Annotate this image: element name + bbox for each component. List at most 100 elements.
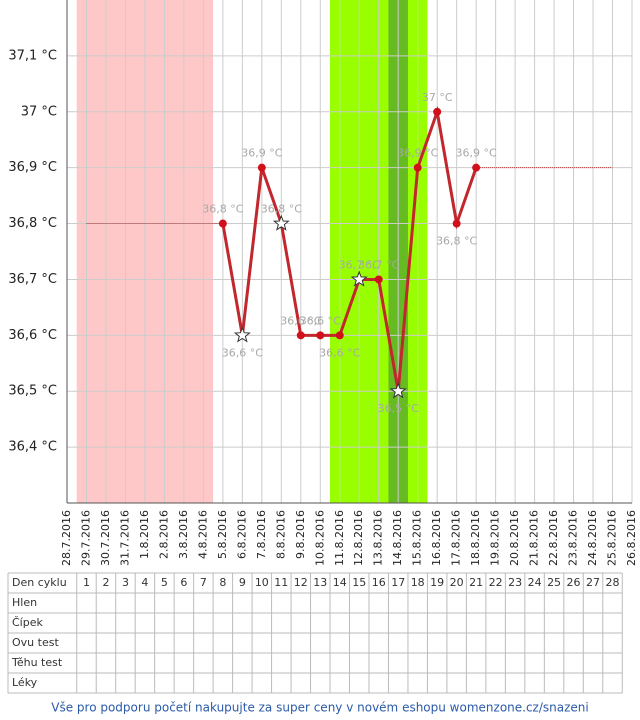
point: [218, 219, 227, 228]
cycle-day: 3: [122, 576, 129, 589]
cycle-day: 20: [450, 576, 464, 589]
x-tick-label: 28.7.2016: [60, 510, 73, 566]
x-tick-label: 22.8.2016: [547, 510, 560, 566]
value-label: 36,8 °C: [261, 203, 302, 216]
x-tick-label: 18.8.2016: [469, 510, 482, 566]
y-tick-label: 36,7 °C: [8, 272, 57, 287]
cycle-day: 23: [508, 576, 522, 589]
table-row-label: Léky: [12, 676, 38, 689]
x-tick-label: 8.8.2016: [274, 510, 287, 559]
point: [472, 163, 481, 172]
x-tick-label: 6.8.2016: [235, 510, 248, 559]
point: [316, 331, 325, 340]
cycle-day: 18: [411, 576, 425, 589]
cycle-day: 25: [547, 576, 561, 589]
value-label: 36,6 °C: [280, 314, 321, 327]
cycle-day: 21: [469, 576, 483, 589]
cycle-day: 22: [489, 576, 503, 589]
point: [257, 163, 266, 172]
cycle-day: 9: [239, 576, 246, 589]
x-tick-label: 3.8.2016: [177, 510, 190, 559]
value-label: 36,8 °C: [436, 235, 477, 248]
x-tick-label: 24.8.2016: [586, 510, 599, 566]
x-tick-label: 15.8.2016: [411, 510, 424, 566]
x-tick-label: 4.8.2016: [196, 510, 209, 559]
point: [433, 107, 442, 116]
star-point: [350, 270, 368, 287]
point: [413, 163, 422, 172]
table-row-label: Hlen: [12, 596, 37, 609]
x-tick-label: 20.8.2016: [508, 510, 521, 566]
star-point: [389, 382, 407, 399]
y-tick-label: 36,8 °C: [8, 216, 57, 231]
value-label: 37 °C: [422, 91, 453, 104]
x-tick-label: 13.8.2016: [372, 510, 385, 566]
table-row-label: Čípek: [12, 616, 43, 629]
x-tick-label: 19.8.2016: [489, 510, 502, 566]
value-label: 36,6 °C: [222, 346, 263, 359]
cycle-day: 19: [430, 576, 444, 589]
cycle-day: 8: [219, 576, 226, 589]
x-tick-label: 1.8.2016: [138, 510, 151, 559]
x-tick-label: 23.8.2016: [567, 510, 580, 566]
x-tick-label: 25.8.2016: [606, 510, 619, 566]
star-point: [272, 214, 290, 231]
value-label: 36,6 °C: [319, 346, 360, 359]
table-row-label: Těhu test: [11, 656, 63, 669]
x-tick-label: 11.8.2016: [333, 510, 346, 566]
x-tick-label: 7.8.2016: [255, 510, 268, 559]
value-label: 36,7 °C: [358, 258, 399, 271]
x-tick-label: 31.7.2016: [118, 510, 131, 566]
value-label: 36,7 °C: [339, 258, 380, 271]
x-tick-label: 21.8.2016: [528, 510, 541, 566]
cycle-day: 24: [528, 576, 542, 589]
cycle-day: 7: [200, 576, 207, 589]
x-tick-label: 30.7.2016: [99, 510, 112, 566]
cycle-day: 5: [161, 576, 168, 589]
point: [452, 219, 461, 228]
value-label: 36,8 °C: [202, 203, 243, 216]
y-tick-label: 36,5 °C: [8, 384, 57, 399]
value-label: 36,9 °C: [241, 147, 282, 160]
value-label: 36,9 °C: [397, 147, 438, 160]
value-label: 36,9 °C: [456, 147, 497, 160]
cycle-day: 4: [141, 576, 148, 589]
x-tick-label: 14.8.2016: [391, 510, 404, 566]
point: [335, 331, 344, 340]
footer-link[interactable]: Vše pro podporu početí nakupujte za supe…: [51, 701, 588, 715]
point: [374, 275, 383, 284]
x-tick-label: 2.8.2016: [157, 510, 170, 559]
cycle-day: 1: [83, 576, 90, 589]
cycle-day: 15: [352, 576, 366, 589]
cycle-day: 26: [567, 576, 581, 589]
cycle-day: 6: [180, 576, 187, 589]
cycle-day: 12: [294, 576, 308, 589]
star-point: [233, 326, 251, 343]
cycle-day: 17: [391, 576, 405, 589]
point: [296, 331, 305, 340]
x-tick-label: 17.8.2016: [450, 510, 463, 566]
y-tick-label: 37,1 °C: [8, 48, 57, 63]
x-tick-label: 9.8.2016: [294, 510, 307, 559]
y-tick-label: 36,9 °C: [8, 160, 57, 175]
cycle-day: 2: [102, 576, 109, 589]
table-header: Den cyklu: [12, 576, 67, 589]
x-tick-label: 26.8.2016: [625, 510, 638, 566]
series-line: [221, 105, 478, 392]
x-tick-label: 16.8.2016: [430, 510, 443, 566]
x-tick-label: 10.8.2016: [313, 510, 326, 566]
cycle-day: 16: [372, 576, 386, 589]
cycle-day: 14: [333, 576, 347, 589]
x-tick-label: 5.8.2016: [216, 510, 229, 559]
cycle-day: 13: [313, 576, 327, 589]
value-label: 36,5 °C: [378, 402, 419, 415]
value-label: 36,6 °C: [300, 314, 341, 327]
cycle-day: 11: [274, 576, 288, 589]
x-tick-label: 29.7.2016: [79, 510, 92, 566]
x-tick-label: 12.8.2016: [352, 510, 365, 566]
cycle-day: 10: [255, 576, 269, 589]
cycle-day: 27: [586, 576, 600, 589]
y-tick-label: 37 °C: [21, 104, 57, 119]
y-tick-label: 36,6 °C: [8, 328, 57, 343]
